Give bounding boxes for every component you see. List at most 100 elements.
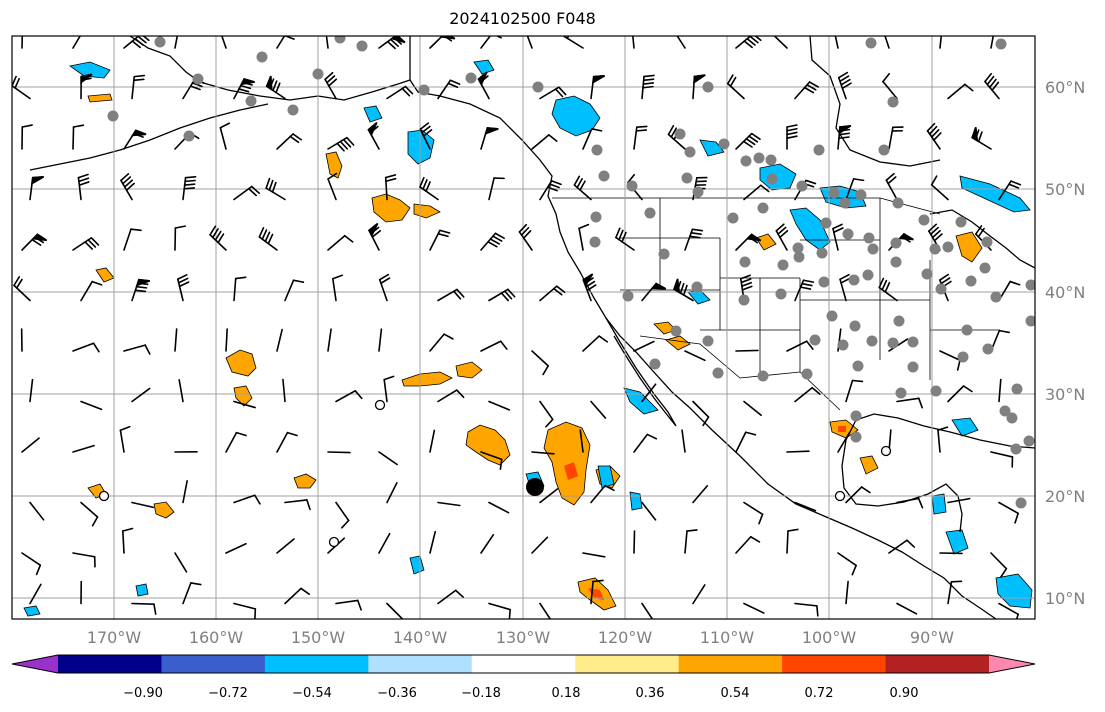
colorbar-segment: [885, 655, 990, 673]
wind-barb-feather: [618, 229, 624, 241]
wind-barb-pennant: [239, 78, 255, 86]
station-dot: [826, 310, 838, 322]
wind-barb: [531, 134, 550, 150]
wind-barb-feather: [356, 599, 362, 611]
wind-barb-feather: [805, 340, 814, 350]
wind-barb: [131, 387, 151, 403]
wind-barb-feather: [1010, 180, 1022, 186]
wind-barb-feather: [422, 129, 433, 137]
anomaly-patch: [407, 129, 435, 165]
anomaly-patch: [629, 491, 643, 511]
wind-barb-feather: [802, 279, 815, 283]
wind-barb-feather: [191, 82, 203, 88]
lon-label: 90°W: [910, 628, 954, 647]
station-dot: [809, 334, 821, 346]
wind-barb-feather: [92, 342, 100, 353]
wind-barb: [837, 552, 857, 567]
wind-barb-feather: [354, 389, 363, 400]
anomaly-core: [564, 462, 578, 480]
anomaly-patch: [665, 335, 691, 351]
wind-barb-feather: [78, 181, 90, 186]
colorbar-tick: 0.18: [552, 686, 581, 701]
open-circle-marker: [834, 490, 846, 502]
wind-barb: [937, 429, 941, 453]
wind-barb-feather: [183, 183, 196, 186]
wind-barb-feather: [838, 136, 850, 140]
wind-barb-feather: [122, 527, 134, 532]
lon-label: 160°W: [189, 628, 244, 647]
wind-barb: [282, 378, 286, 403]
wind-barb-feather: [598, 335, 609, 343]
wind-barb-feather: [839, 273, 850, 281]
wind-barb: [480, 533, 495, 554]
coastline-aleutians: [29, 103, 269, 171]
colorbar-tick: 0.54: [721, 686, 750, 701]
wind-barb-feather: [492, 235, 503, 242]
wind-barb-feather: [667, 124, 675, 136]
station-dot: [955, 216, 967, 228]
anomaly-patch: [955, 231, 983, 263]
station-dot: [796, 180, 808, 192]
wind-barb: [590, 580, 594, 605]
wind-barb: [947, 83, 966, 100]
wind-barb-feather: [742, 140, 753, 148]
station-dot: [739, 256, 751, 268]
wind-barb-feather: [250, 185, 260, 195]
station-dot: [918, 214, 930, 226]
wind-barb-feather: [425, 181, 431, 193]
wind-barb-feather: [489, 238, 501, 245]
wind-barb-feather: [726, 74, 734, 85]
station-dot: [850, 431, 862, 443]
station-dot: [816, 247, 828, 259]
station-dot: [691, 281, 703, 293]
lat-label: 60°N: [1045, 78, 1085, 97]
wind-barb: [488, 177, 495, 201]
wind-barb-feather: [673, 22, 680, 29]
wind-barb-pennant: [367, 121, 378, 137]
wind-barb-feather: [292, 133, 303, 141]
wind-barb-feather: [758, 513, 764, 525]
wind-barb-feather: [852, 178, 865, 182]
wind-barb: [845, 178, 855, 201]
map-frame: [11, 35, 1036, 620]
wind-barb-feather: [579, 180, 586, 191]
wind-barb-feather: [327, 172, 338, 180]
station-dot: [907, 336, 919, 348]
wind-barb: [174, 552, 188, 573]
wind-barb-feather: [133, 74, 146, 78]
station-dot: [792, 242, 804, 254]
station-dot: [740, 155, 752, 167]
colorbar-tick: −0.18: [461, 686, 501, 701]
wind-barb: [531, 451, 555, 455]
wind-barb-feather: [72, 124, 85, 128]
wind-barb-feather: [931, 229, 941, 239]
colorbar-tick: −0.54: [292, 686, 332, 701]
wind-barb-feather: [494, 232, 505, 240]
wind-barb-feather: [585, 280, 596, 288]
wind-barb-feather: [834, 26, 843, 30]
wind-barb-feather: [937, 426, 949, 431]
coastline-hudson: [809, 36, 941, 167]
station-dot: [921, 268, 933, 280]
wind-barb-feather: [808, 81, 820, 88]
wind-barb-feather: [35, 564, 42, 576]
station-dot: [878, 144, 890, 156]
wind-barb: [29, 583, 42, 605]
coastline-great-lakes: [929, 209, 1035, 269]
wind-barb: [429, 36, 444, 49]
station-dot: [644, 207, 656, 219]
wind-barb-pennant: [971, 126, 979, 143]
wind-barb-feather: [604, 484, 615, 492]
colorbar-tick: −0.36: [377, 686, 417, 701]
wind-barb-feather: [123, 179, 133, 188]
station-dot: [256, 51, 268, 63]
station-dot: [532, 81, 544, 93]
wind-barb-feather: [31, 238, 42, 246]
wind-barb-feather: [750, 132, 761, 140]
wind-barb-feather: [851, 379, 864, 383]
wind-barb-feather: [940, 277, 951, 285]
wind-barb-feather: [13, 276, 21, 287]
wind-barb-feather: [455, 389, 465, 399]
wind-barb: [119, 429, 125, 453]
wind-barb-pennant: [31, 175, 45, 186]
